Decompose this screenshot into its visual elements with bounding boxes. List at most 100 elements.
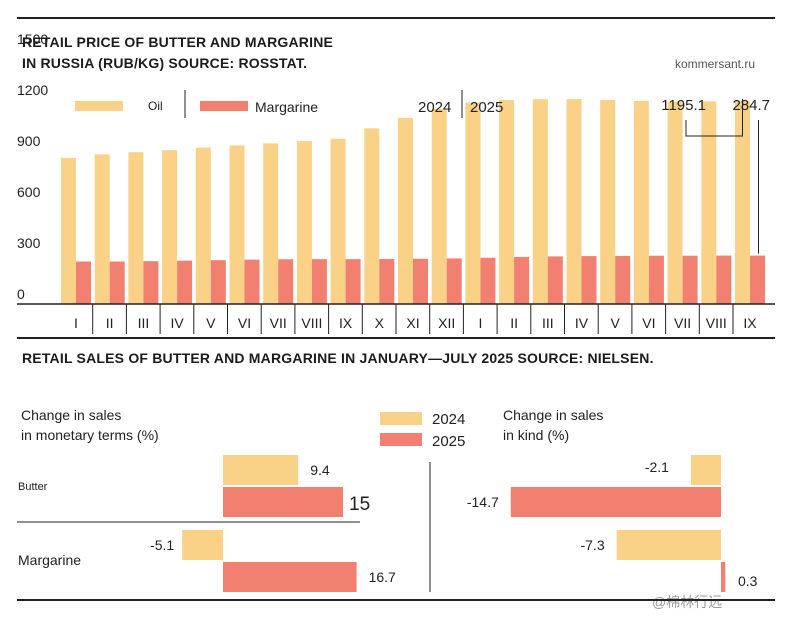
monetary-bar xyxy=(223,562,357,592)
monetary-header-line2: in monetary terms (%) xyxy=(21,427,159,443)
x-tick-label: V xyxy=(611,315,621,331)
oil-bar xyxy=(296,141,312,304)
oil-bar xyxy=(667,101,683,304)
x-tick-label: I xyxy=(74,315,78,331)
oil-bar xyxy=(128,152,144,304)
kind-bar xyxy=(616,530,721,560)
y-tick-label: 1200 xyxy=(17,82,48,98)
legend-oil-label: Oil xyxy=(148,99,163,113)
kind-value-label: -14.7 xyxy=(467,494,499,510)
margarine-bar xyxy=(177,260,193,304)
margarine-bar xyxy=(244,259,260,304)
sales-chart-title: RETAIL SALES OF BUTTER AND MARGARINE IN … xyxy=(22,350,654,366)
oil-bar xyxy=(94,154,110,304)
oil-bar xyxy=(229,145,245,304)
x-tick-label: IX xyxy=(743,315,757,331)
oil-bar xyxy=(330,138,346,304)
margarine-bar xyxy=(547,256,563,304)
oil-bar xyxy=(61,157,76,304)
x-tick-label: IV xyxy=(170,315,184,331)
oil-bar xyxy=(162,150,178,304)
kind-value-label: -7.3 xyxy=(580,537,604,553)
x-tick-label: X xyxy=(375,315,385,331)
legend-2024-swatch xyxy=(380,412,422,425)
margarine-bar xyxy=(278,259,294,304)
margarine-bar xyxy=(581,256,597,304)
x-tick-label: IV xyxy=(575,315,589,331)
x-tick-label: II xyxy=(106,315,114,331)
margarine-bar xyxy=(109,261,125,304)
x-tick-label: III xyxy=(138,315,150,331)
legend-margarine-swatch xyxy=(200,101,248,111)
y-tick-label: 0 xyxy=(17,286,25,302)
oil-bar xyxy=(600,100,616,304)
annotation-oil-leader xyxy=(685,98,743,137)
x-tick-label: VII xyxy=(270,315,287,331)
oil-bar xyxy=(364,128,380,304)
margarine-bar xyxy=(682,255,698,304)
oil-bar xyxy=(735,100,750,304)
x-tick-label: IX xyxy=(339,315,353,331)
monetary-value-label: 9.4 xyxy=(310,462,330,478)
margarine-bar xyxy=(311,259,327,304)
category-label-butter: Butter xyxy=(18,481,48,493)
monetary-value-label: 16.7 xyxy=(369,569,396,585)
monetary-value-label: -5.1 xyxy=(150,537,174,553)
oil-bar xyxy=(398,117,413,304)
x-tick-label: XI xyxy=(406,315,419,331)
y-tick-label: 900 xyxy=(17,133,41,149)
oil-bar xyxy=(499,100,515,304)
x-tick-label: I xyxy=(478,315,482,331)
margarine-bar xyxy=(648,255,664,304)
monetary-bar xyxy=(223,455,299,485)
oil-bar xyxy=(532,99,548,305)
x-tick-label: III xyxy=(542,315,554,331)
kind-header-line2: in kind (%) xyxy=(503,427,570,443)
kind-value-label: 0.3 xyxy=(738,573,758,589)
monetary-bar xyxy=(223,487,343,517)
margarine-bar xyxy=(210,260,226,304)
margarine-bar xyxy=(716,255,732,304)
y-tick-label: 600 xyxy=(17,184,41,200)
category-label-margarine: Margarine xyxy=(18,552,81,568)
margarine-bar xyxy=(446,258,462,304)
legend-margarine-label: Margarine xyxy=(255,99,318,115)
legend-2025-swatch xyxy=(380,433,422,446)
kind-bar xyxy=(510,487,721,517)
oil-bar xyxy=(701,101,717,304)
monetary-bar xyxy=(182,530,223,560)
x-tick-label: XII xyxy=(438,315,455,331)
y-tick-label: 1500 xyxy=(17,31,48,47)
watermark: @棉林行远 xyxy=(652,594,723,610)
margarine-bar xyxy=(413,258,428,304)
oil-bar xyxy=(431,108,447,304)
annotation-margarine: 284.7 xyxy=(732,97,770,114)
year-label-2024: 2024 xyxy=(418,99,451,116)
monetary-value-label: 15 xyxy=(349,494,370,515)
oil-bar xyxy=(633,100,649,304)
kind-value-label: -2.1 xyxy=(645,459,669,475)
x-tick-label: VI xyxy=(642,315,655,331)
oil-bar xyxy=(566,99,582,305)
year-label-2025: 2025 xyxy=(470,99,503,116)
price-chart-title-line1: RETAIL PRICE OF BUTTER AND MARGARINE xyxy=(22,34,334,50)
legend-2025-label: 2025 xyxy=(432,433,465,450)
monetary-header-line1: Change in sales xyxy=(21,407,122,423)
kind-header-line1: Change in sales xyxy=(503,407,604,423)
legend-oil-swatch xyxy=(75,101,123,111)
source-site: kommersant.ru xyxy=(675,57,756,71)
oil-bar xyxy=(465,102,481,304)
oil-bar xyxy=(263,143,279,304)
x-tick-label: VIII xyxy=(301,315,322,331)
margarine-bar xyxy=(76,261,91,304)
y-tick-label: 300 xyxy=(17,235,41,251)
margarine-bar xyxy=(615,255,631,304)
price-chart-title-line2: IN RUSSIA (RUB/KG) SOURCE: ROSSTAT. xyxy=(22,55,308,71)
margarine-bar xyxy=(750,255,765,304)
margarine-bar xyxy=(379,258,395,304)
kind-bar xyxy=(721,562,726,592)
legend-2024-label: 2024 xyxy=(432,411,465,428)
margarine-bar xyxy=(345,259,361,304)
x-tick-label: VII xyxy=(674,315,691,331)
